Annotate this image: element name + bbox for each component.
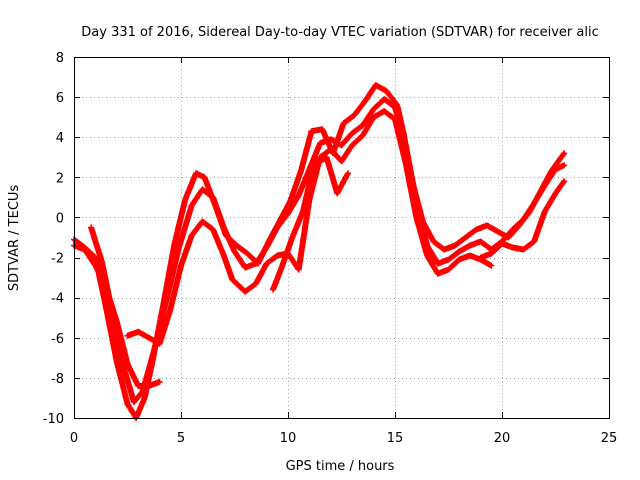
y-tick-label: -10 xyxy=(43,412,64,427)
plot-frame xyxy=(74,57,610,419)
plus-markers xyxy=(477,178,568,261)
x-tick-label: 5 xyxy=(177,431,185,446)
chart-title: Day 331 of 2016, Sidereal Day-to-day VTE… xyxy=(81,25,598,40)
plus-markers xyxy=(124,108,495,347)
x-tick-label: 10 xyxy=(280,431,297,446)
series-track-6 xyxy=(477,178,568,261)
y-tick-label: 4 xyxy=(56,131,64,146)
y-tick-label: -6 xyxy=(51,332,64,347)
plus-markers xyxy=(88,96,568,405)
series-layer xyxy=(71,82,568,421)
x-tick-label: 20 xyxy=(494,431,511,446)
y-tick-label: 2 xyxy=(56,171,64,186)
y-tick-label: 8 xyxy=(56,51,64,66)
x-tick-label: 0 xyxy=(70,431,78,446)
y-axis-label: SDTVAR / TECUs xyxy=(7,185,22,292)
y-tick-label: 6 xyxy=(56,91,64,106)
x-tick-label: 25 xyxy=(601,431,618,446)
plus-markers xyxy=(270,154,351,293)
series-track-2 xyxy=(88,96,568,405)
y-tick-label: -8 xyxy=(51,372,64,387)
y-tick-label: -4 xyxy=(51,292,64,307)
series-track-3 xyxy=(124,108,495,347)
series-track-5 xyxy=(270,154,351,293)
x-axis-label: GPS time / hours xyxy=(286,459,395,474)
y-tick-label: -2 xyxy=(51,252,64,267)
x-tick-label: 15 xyxy=(387,431,404,446)
y-tick-label: 0 xyxy=(56,211,64,226)
